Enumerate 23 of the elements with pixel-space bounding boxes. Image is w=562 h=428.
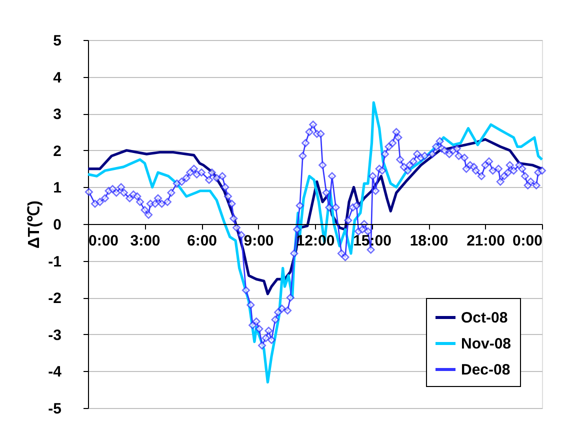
y-tick-label: 5 [53,32,62,50]
y-tick-label: -1 [48,253,62,270]
y-axis-title: ΔT(℃) [26,200,44,248]
y-tick-label: 0 [53,216,62,234]
y-tick-label: 4 [53,69,62,86]
x-tick-label: 0:00 [512,232,542,250]
line-series [86,101,544,384]
legend-label: Nov-08 [461,336,512,352]
y-tick-label: 2 [53,142,62,160]
y-tick-label: 3 [53,106,62,124]
y-tick-label: -5 [48,400,62,418]
x-tick-label: 3:00 [130,232,160,250]
y-tick-label: -4 [48,364,62,381]
legend-label: Dec-08 [461,362,510,378]
y-tick-label: 1 [53,180,62,197]
x-tick-label: 9:00 [244,232,274,250]
y-tick-label: -2 [48,290,62,308]
x-tick-label: 0:00 [88,232,119,250]
legend-label: Oct-08 [461,310,508,326]
x-tick-label: 18:00 [410,232,448,250]
y-tick-label: -3 [48,326,62,344]
x-tick-label: 21:00 [466,232,505,250]
x-tick-label: 6:00 [186,232,218,250]
